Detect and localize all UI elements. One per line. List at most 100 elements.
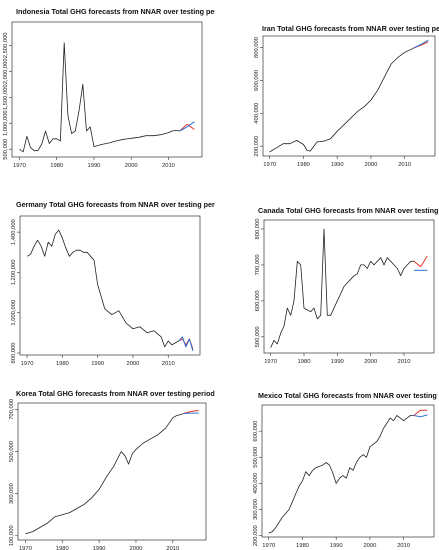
y-tick-label: 800,000 — [254, 37, 260, 58]
x-tick-label: 2000 — [126, 361, 139, 367]
x-tick-label: 2000 — [130, 546, 143, 550]
series-line-forecast-red — [179, 123, 195, 132]
chart-title: Korea Total GHG forecasts from NNAR over… — [16, 389, 215, 398]
y-tick-label: 500,000 — [3, 139, 9, 160]
y-tick-label: 800,000 — [255, 219, 261, 240]
x-tick-label: 1980 — [50, 163, 63, 169]
chart-panel-germany: Germany Total GHG forecasts from NNAR ov… — [0, 190, 215, 368]
chart-panel-korea: Korea Total GHG forecasts from NNAR over… — [0, 372, 215, 550]
y-tick-label: 200,000 — [254, 136, 260, 157]
chart-title: Germany Total GHG forecasts from NNAR ov… — [16, 200, 215, 209]
y-tick-label: 600,000 — [254, 70, 260, 91]
series-line-forecast-blue — [414, 39, 429, 48]
x-tick-label: 1980 — [56, 361, 69, 367]
y-tick-label: 300,000 — [253, 499, 259, 520]
series-line-history — [19, 42, 180, 153]
y-tick-label: 400,000 — [254, 103, 260, 124]
y-tick-label: 600,000 — [255, 290, 261, 311]
x-tick-label: 2010 — [398, 359, 411, 365]
chart-germany: Germany Total GHG forecasts from NNAR ov… — [11, 200, 215, 367]
x-tick-label: 2010 — [397, 543, 410, 549]
y-tick-label: 800,000 — [11, 343, 17, 364]
series-line-forecast-red — [413, 409, 428, 416]
y-tick-label: 1,000,000 — [3, 110, 9, 136]
chart-title: Canada Total GHG forecasts from NNAR ove… — [258, 206, 439, 215]
chart-title: Indonesia Total GHG forecasts from NNAR … — [16, 7, 215, 16]
series-line-history — [26, 229, 179, 348]
series-line-forecast-red — [183, 409, 199, 414]
x-tick-label: 1980 — [298, 359, 311, 365]
chart-panel-canada: Canada Total GHG forecasts from NNAR ove… — [224, 190, 439, 368]
x-tick-label: 1990 — [93, 546, 106, 550]
y-tick-label: 100,000 — [9, 525, 15, 546]
series-line-history — [25, 413, 185, 535]
series-line-forecast-blue — [179, 121, 195, 132]
series-line-history — [270, 228, 414, 348]
y-tick-label: 1,200,000 — [11, 260, 17, 286]
chart-title: Mexico Total GHG forecasts from NNAR ove… — [258, 391, 439, 400]
series-line-history — [269, 47, 415, 153]
series-line-forecast-blue — [413, 414, 428, 418]
x-tick-label: 1970 — [262, 543, 275, 549]
y-tick-label: 1,400,000 — [11, 219, 17, 245]
y-tick-label: 700,000 — [9, 399, 15, 420]
plot-frame — [11, 21, 203, 158]
x-tick-label: 2010 — [166, 546, 179, 550]
series-line-forecast-red — [413, 255, 428, 268]
x-tick-label: 2010 — [162, 163, 175, 169]
plot-area: 1970 1980 1990 2000 2010 500,000 600,000 700,00… — [255, 219, 435, 365]
series-line-forecast-blue — [178, 336, 194, 352]
x-tick-label: 1990 — [331, 359, 344, 365]
x-tick-label: 1990 — [91, 361, 104, 367]
plot-area: 1970 1980 1990 2000 2010 200,000 400,000 600,00… — [254, 35, 436, 168]
x-tick-label: 2010 — [398, 162, 411, 168]
chart-canada: Canada Total GHG forecasts from NNAR ove… — [255, 206, 439, 365]
x-tick-label: 1990 — [88, 163, 101, 169]
x-tick-label: 2000 — [364, 162, 377, 168]
x-tick-label: 1990 — [330, 543, 343, 549]
chart-indonesia: Indonesia Total GHG forecasts from NNAR … — [3, 7, 215, 169]
plot-frame — [17, 402, 207, 541]
x-tick-label: 1970 — [263, 162, 276, 168]
x-tick-label: 1970 — [13, 163, 26, 169]
x-tick-label: 1970 — [21, 361, 34, 367]
y-tick-label: 2,500,000 — [3, 32, 9, 58]
x-tick-label: 2000 — [364, 359, 377, 365]
x-tick-label: 2000 — [363, 543, 376, 549]
y-tick-label: 300,000 — [9, 483, 15, 504]
y-tick-label: 400,000 — [253, 473, 259, 494]
x-tick-label: 1970 — [19, 546, 32, 550]
plot-frame — [263, 219, 435, 354]
plot-frame — [19, 215, 201, 356]
chart-panel-mexico: Mexico Total GHG forecasts from NNAR ove… — [224, 372, 439, 550]
x-tick-label: 2010 — [162, 361, 175, 367]
y-tick-label: 1,500,000 — [3, 84, 9, 110]
chart-panel-indonesia: Indonesia Total GHG forecasts from NNAR … — [0, 0, 215, 170]
y-tick-label: 500,000 — [253, 447, 259, 468]
y-tick-label: 500,000 — [9, 441, 15, 462]
plot-area: 1970 1980 1990 2000 2010 100,000 300,000 500,00… — [9, 399, 207, 550]
plot-area: 1970 1980 1990 2000 2010 800,000 1,000,000 1,20… — [11, 215, 201, 367]
x-tick-label: 2000 — [125, 163, 138, 169]
y-tick-label: 1,000,000 — [11, 300, 17, 326]
x-tick-label: 1990 — [331, 162, 344, 168]
plot-frame — [261, 404, 435, 538]
y-tick-label: 600,000 — [253, 421, 259, 442]
y-tick-label: 200,000 — [253, 525, 259, 546]
chart-korea: Korea Total GHG forecasts from NNAR over… — [9, 389, 215, 550]
chart-title: Iran Total GHG forecasts from NNAR over … — [262, 24, 439, 33]
plot-frame — [262, 35, 436, 157]
x-tick-label: 1970 — [264, 359, 277, 365]
y-tick-label: 700,000 — [255, 254, 261, 275]
chart-iran: Iran Total GHG forecasts from NNAR over … — [254, 24, 439, 168]
x-tick-label: 1980 — [296, 543, 309, 549]
series-line-history — [268, 415, 414, 534]
y-tick-label: 2,000,000 — [3, 58, 9, 84]
chart-mexico: Mexico Total GHG forecasts from NNAR ove… — [253, 391, 439, 549]
plot-area: 1970 1980 1990 2000 2010 500,000 1,000,0001,50… — [3, 21, 203, 169]
y-tick-label: 500,000 — [255, 326, 261, 347]
plot-area: 1970 1980 1990 2000 2010 200,000 300,000 400,00… — [253, 404, 435, 549]
x-tick-label: 1980 — [56, 546, 69, 550]
chart-panel-iran: Iran Total GHG forecasts from NNAR over … — [224, 0, 439, 170]
x-tick-label: 1980 — [297, 162, 310, 168]
